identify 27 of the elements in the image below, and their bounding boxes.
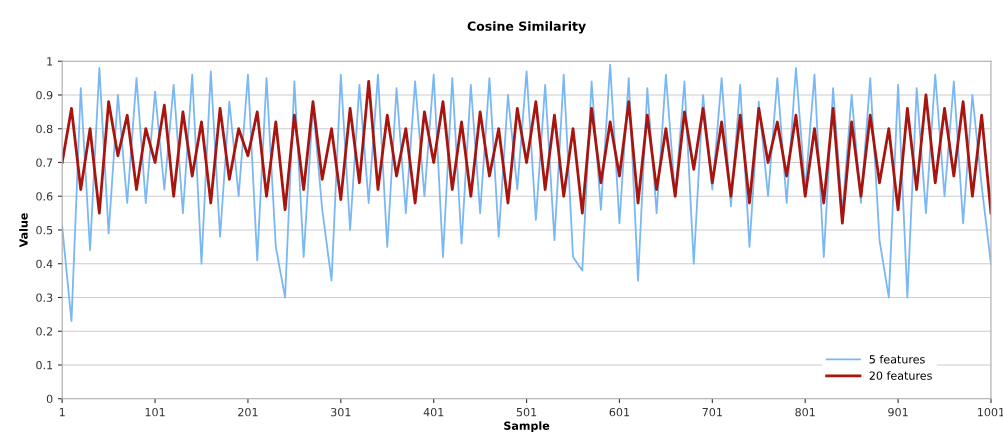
y-tick-label: 1 bbox=[47, 57, 53, 66]
y-tick-label: 0.6 bbox=[36, 192, 53, 201]
y-tick-label: 0.7 bbox=[36, 158, 53, 167]
y-tick-label: 0.9 bbox=[36, 90, 53, 100]
x-tick-label: 1 bbox=[59, 408, 65, 417]
line-series bbox=[62, 80, 991, 225]
y-tick-label: 0.5 bbox=[36, 225, 53, 235]
y-tick-label: 0.8 bbox=[36, 124, 53, 134]
x-tick-label: 401 bbox=[423, 407, 444, 417]
y-tick-label: 0.3 bbox=[36, 293, 53, 302]
y-tick-label: 0.1 bbox=[36, 360, 53, 370]
x-tick-label: 801 bbox=[795, 407, 815, 417]
x-axis-title: Sample bbox=[504, 421, 550, 433]
x-tick-label: 301 bbox=[331, 407, 351, 417]
x-tick-label: 701 bbox=[702, 407, 722, 417]
y-axis-title: Value bbox=[19, 213, 28, 248]
x-tick-label: 101 bbox=[145, 407, 165, 417]
x-tick-label: 601 bbox=[609, 407, 630, 417]
y-tick-label: 0.4 bbox=[36, 259, 53, 269]
legend-label: 20 features bbox=[869, 371, 932, 380]
y-tick-label: 0.2 bbox=[36, 327, 53, 336]
x-tick-label: 901 bbox=[888, 407, 908, 417]
chart-title: Cosine Similarity bbox=[467, 21, 586, 34]
y-tick-label: 0 bbox=[46, 394, 53, 404]
x-tick-label: 201 bbox=[238, 407, 258, 417]
x-tick-label: 501 bbox=[516, 407, 537, 417]
legend-label: 5 features bbox=[869, 354, 925, 364]
